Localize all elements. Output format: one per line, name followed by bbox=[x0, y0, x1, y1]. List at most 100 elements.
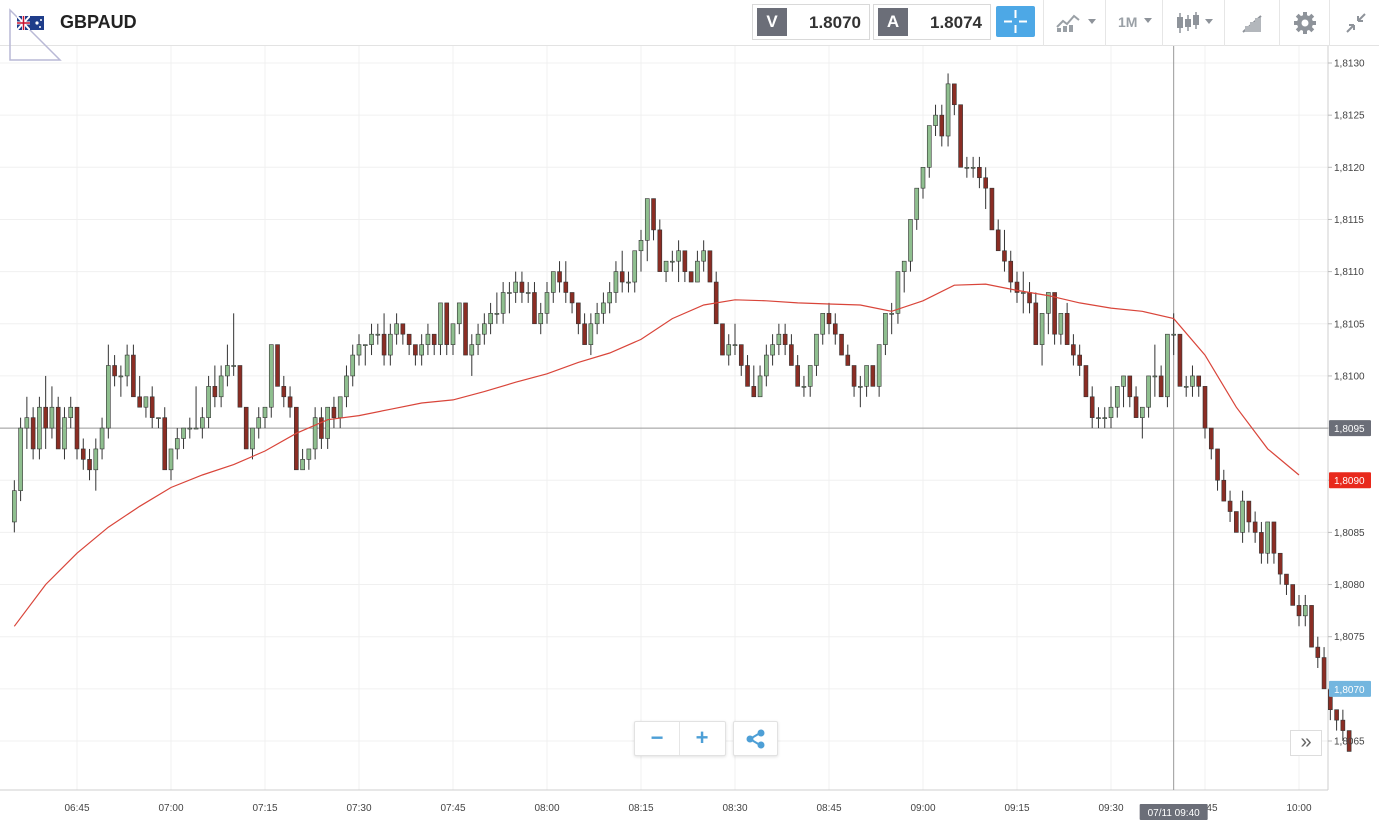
price-chart[interactable]: 1,8130 1,8125 1,8120 1,8115 1,8110 1,8105 1,81… bbox=[0, 46, 1379, 820]
candle-down bbox=[381, 333, 387, 356]
share-icon bbox=[746, 729, 765, 749]
chart-type-caret-icon bbox=[1088, 19, 1096, 24]
x-tick-label: 09:30 bbox=[1098, 803, 1123, 814]
candle-down bbox=[1202, 386, 1208, 429]
y-tick-label: 1,8125 bbox=[1334, 111, 1365, 122]
candle-up bbox=[482, 323, 487, 335]
buy-button[interactable]: A 1.8074 bbox=[873, 4, 991, 40]
candle-down bbox=[137, 396, 142, 408]
candle-down bbox=[413, 344, 418, 356]
candle-down bbox=[1208, 427, 1214, 450]
candle-down bbox=[751, 386, 757, 398]
timeframe-dropdown[interactable]: 1M bbox=[1105, 0, 1162, 46]
moving-average-line bbox=[13, 283, 1300, 627]
flag-icon bbox=[17, 16, 44, 30]
candle-up bbox=[193, 427, 199, 430]
buy-price: 1.8074 bbox=[930, 13, 982, 32]
candle-up bbox=[644, 198, 650, 241]
candle-down bbox=[294, 406, 299, 471]
candle-up bbox=[601, 302, 606, 314]
candle-up bbox=[726, 344, 732, 356]
candle-down bbox=[532, 292, 537, 325]
candle-up bbox=[500, 292, 506, 314]
candle-down bbox=[1052, 292, 1057, 335]
candle-down bbox=[331, 406, 337, 418]
candle-up bbox=[200, 417, 205, 429]
collapse-button[interactable] bbox=[1329, 0, 1379, 46]
candle-down bbox=[1296, 605, 1302, 617]
candle-down bbox=[995, 229, 1001, 252]
candle-up bbox=[701, 250, 706, 262]
crosshair-button[interactable] bbox=[996, 6, 1035, 37]
candle-down bbox=[406, 333, 412, 345]
candle-down bbox=[74, 406, 80, 450]
candle-up bbox=[49, 406, 55, 429]
candle-up bbox=[901, 260, 907, 272]
candle-down bbox=[1277, 552, 1283, 575]
candle-down bbox=[212, 386, 218, 398]
candle-down bbox=[845, 354, 851, 366]
ask-price-label-bg bbox=[1329, 680, 1371, 697]
y-tick-label: 1,8120 bbox=[1334, 163, 1365, 174]
timeframe-caret-icon bbox=[1144, 18, 1152, 23]
candle-up bbox=[124, 354, 130, 377]
x-tick-label: 07:15 bbox=[252, 803, 277, 814]
ask-price-label: 1,8070 bbox=[1334, 685, 1365, 696]
chart-toolbar: GBPAUD V 1.8070 A 1.8074 1M bbox=[0, 0, 1379, 61]
candle-up bbox=[300, 459, 305, 471]
candle-down bbox=[1221, 479, 1227, 502]
candle-up bbox=[18, 427, 23, 491]
collapse-icon bbox=[1346, 13, 1366, 33]
crosshair-icon bbox=[1004, 10, 1027, 33]
candle-up bbox=[99, 427, 105, 450]
candle-up bbox=[174, 438, 180, 450]
zoom-in-button[interactable]: + bbox=[695, 725, 709, 750]
share-button[interactable] bbox=[733, 721, 778, 756]
candle-down bbox=[319, 417, 324, 439]
candle-up bbox=[663, 260, 669, 272]
symbol-label: GBPAUD bbox=[60, 12, 137, 32]
candle-up bbox=[168, 448, 174, 471]
candle-down bbox=[1071, 344, 1076, 356]
candle-up bbox=[1146, 375, 1151, 408]
candle-up bbox=[225, 365, 230, 377]
corner-triangle-icon bbox=[9, 8, 62, 61]
candle-up bbox=[1171, 333, 1176, 336]
candle-up bbox=[475, 333, 481, 345]
candle-down bbox=[1133, 396, 1139, 418]
candle-down bbox=[958, 104, 963, 168]
candle-up bbox=[394, 323, 399, 335]
sell-button[interactable]: V 1.8070 bbox=[752, 4, 870, 40]
candle-up bbox=[425, 333, 431, 345]
scroll-right-button[interactable]: » bbox=[1290, 730, 1322, 756]
candle-up bbox=[37, 406, 42, 450]
candle-down bbox=[1014, 281, 1020, 293]
candle-down bbox=[977, 167, 982, 179]
candle-up bbox=[883, 313, 888, 345]
candles-button[interactable] bbox=[1162, 0, 1224, 46]
candle-down bbox=[1246, 500, 1252, 523]
candle-down bbox=[745, 365, 750, 387]
candle-up bbox=[1302, 605, 1308, 617]
candle-up bbox=[12, 490, 17, 523]
candle-down bbox=[782, 333, 788, 345]
sell-label: V bbox=[757, 8, 787, 36]
zoom-controls: − + bbox=[634, 721, 726, 756]
candle-up bbox=[676, 250, 681, 262]
draw-button[interactable] bbox=[1224, 0, 1279, 46]
zoom-out-button[interactable]: − bbox=[635, 722, 680, 755]
candle-down bbox=[619, 271, 625, 283]
candle-up bbox=[964, 167, 970, 169]
candle-up bbox=[820, 313, 826, 335]
y-tick-label: 1,8110 bbox=[1334, 267, 1364, 278]
settings-button[interactable] bbox=[1279, 0, 1329, 46]
candle-up bbox=[350, 354, 356, 377]
chart-type-button[interactable] bbox=[1043, 0, 1105, 46]
candle-up bbox=[262, 406, 268, 418]
candle-up bbox=[732, 344, 738, 346]
candle-down bbox=[1064, 313, 1070, 345]
candle-up bbox=[268, 344, 274, 408]
candle-up bbox=[864, 365, 869, 387]
candle-up bbox=[1165, 333, 1170, 398]
candle-down bbox=[939, 114, 945, 137]
